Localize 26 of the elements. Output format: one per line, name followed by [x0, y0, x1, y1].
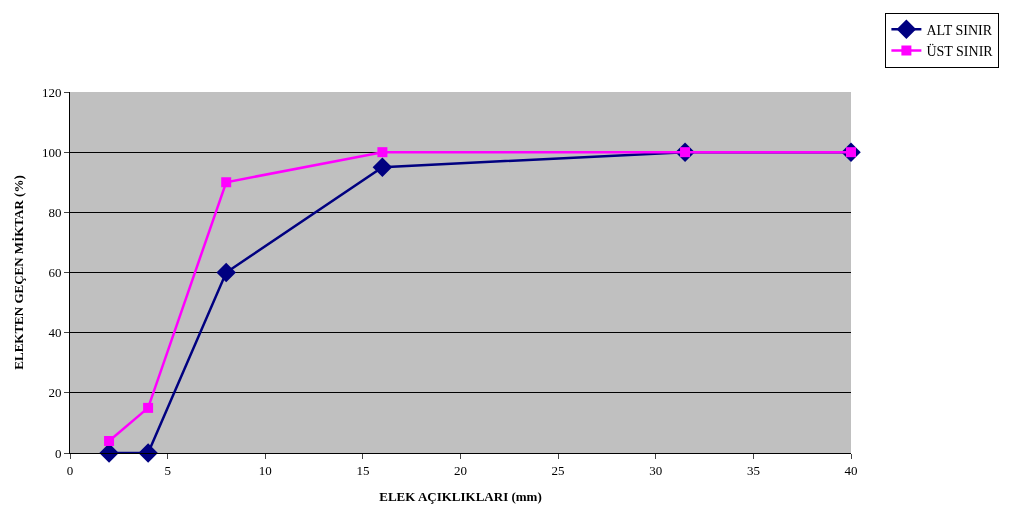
- x-tick-label: 35: [746, 462, 760, 478]
- x-tick-label: 30: [649, 462, 663, 478]
- y-tick-label: 80: [48, 204, 62, 220]
- point: [377, 147, 388, 158]
- x-tick-label: 0: [66, 462, 74, 478]
- y-tick-label: 120: [41, 84, 62, 100]
- point: [221, 177, 232, 188]
- x-axis-title: ELEK AÇIKLIKLARI (mm): [379, 489, 542, 505]
- x-tick-label: 5: [164, 462, 171, 478]
- point: [372, 157, 393, 177]
- x-tick-label: 20: [454, 462, 467, 478]
- x-tick-label: 40: [844, 462, 858, 478]
- y-tick-label: 40: [48, 325, 62, 341]
- legend-label: ÜST SINIR: [926, 42, 994, 59]
- y-tick-label: 100: [41, 144, 62, 160]
- point: [143, 402, 154, 413]
- legend-label: ALT SINIR: [926, 22, 993, 38]
- y-axis-title: ELEKTEN GEÇEN MİKTAR (%): [10, 175, 26, 370]
- point: [216, 262, 236, 283]
- y-tick-label: 0: [54, 445, 62, 461]
- x-tick-label: 25: [551, 462, 565, 478]
- point: [104, 435, 115, 446]
- x-tick-label: 10: [258, 462, 272, 478]
- y-tick-label: 20: [48, 385, 62, 401]
- y-tick-label: 60: [48, 265, 62, 281]
- x-tick-label: 15: [356, 462, 370, 478]
